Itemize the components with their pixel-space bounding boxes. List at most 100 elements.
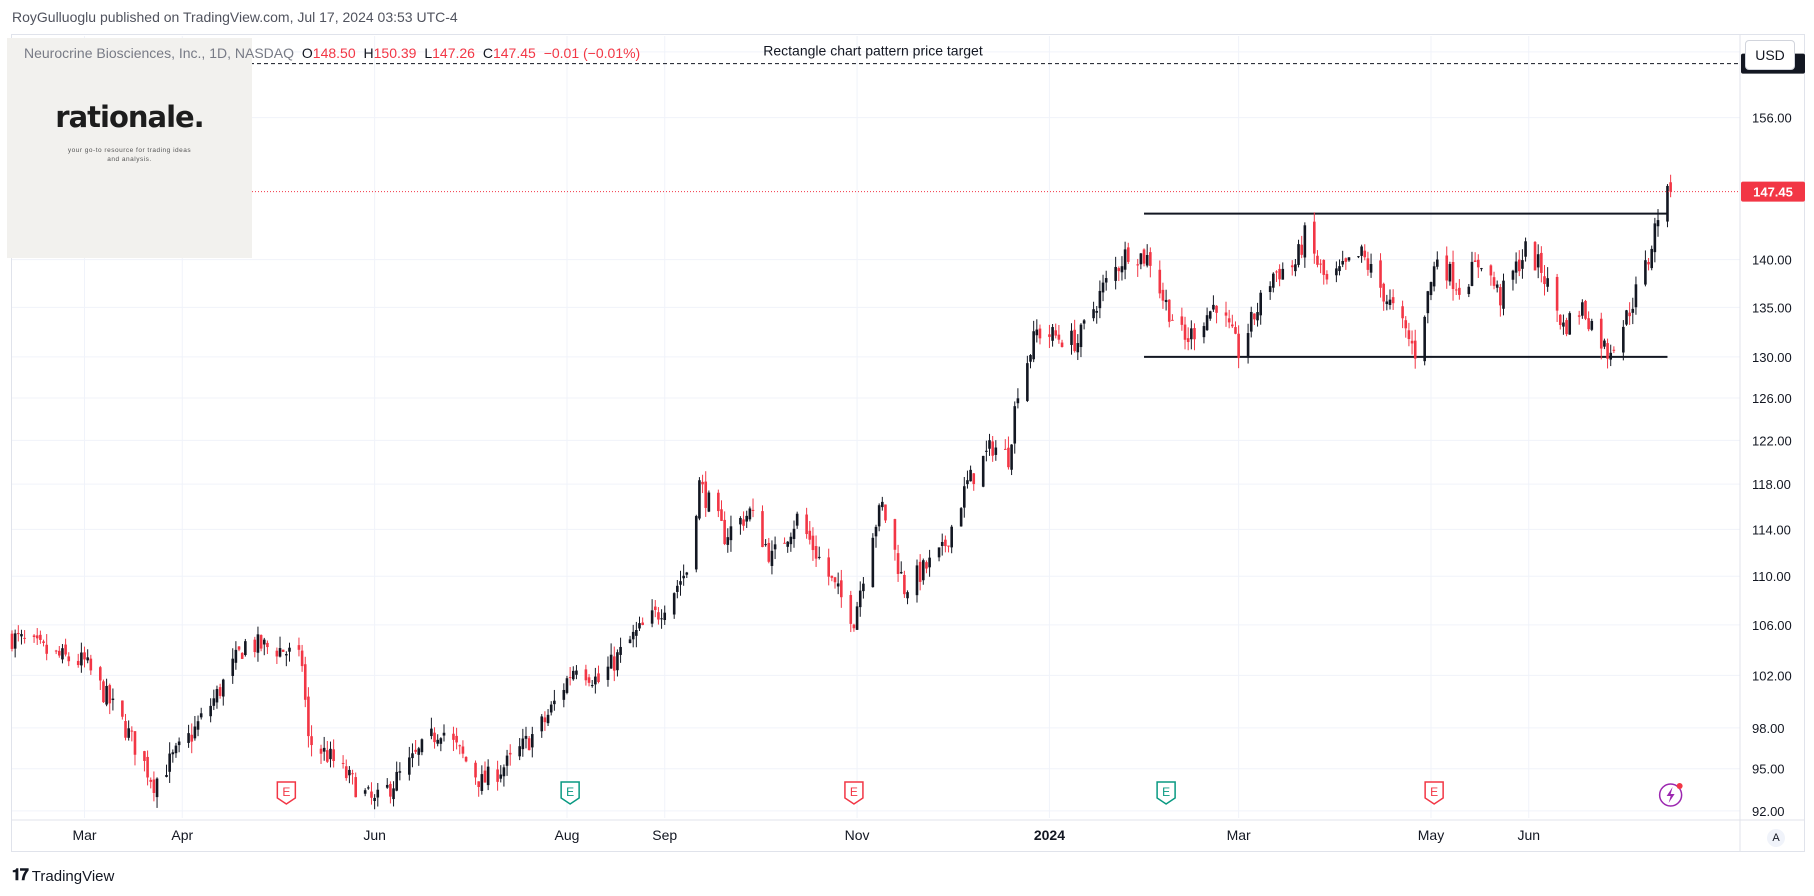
candle-body bbox=[165, 774, 168, 777]
earnings-icon[interactable]: E bbox=[560, 781, 580, 805]
candle-body bbox=[1193, 328, 1196, 340]
high-label: H bbox=[363, 45, 374, 61]
candle-body bbox=[1123, 249, 1127, 270]
candle-body bbox=[398, 771, 402, 773]
earnings-icon-shape bbox=[1424, 781, 1444, 805]
candle-body bbox=[786, 541, 790, 547]
candle-body bbox=[370, 791, 373, 798]
candle-body bbox=[348, 769, 351, 776]
candle-body bbox=[903, 574, 906, 595]
candle-body bbox=[1517, 259, 1521, 272]
candle-body bbox=[988, 440, 991, 449]
candle-body bbox=[619, 646, 622, 655]
candle-body bbox=[789, 536, 793, 545]
candle-body bbox=[389, 783, 392, 797]
candle-body bbox=[1536, 254, 1540, 268]
time-tick-label: Mar bbox=[1227, 827, 1251, 843]
candle-body bbox=[23, 637, 26, 639]
earnings-icon-glyph: E bbox=[850, 785, 858, 799]
candle-body bbox=[417, 748, 421, 755]
autoscale-button[interactable]: A bbox=[1767, 829, 1785, 847]
lightning-event-icon[interactable] bbox=[1658, 783, 1683, 807]
candle-body bbox=[1480, 268, 1483, 270]
candle-body bbox=[628, 639, 632, 644]
candle-body bbox=[13, 633, 17, 649]
candle-body bbox=[1322, 260, 1326, 275]
candle-body bbox=[915, 565, 919, 596]
candle-body bbox=[609, 654, 613, 669]
candle-body bbox=[177, 741, 181, 746]
candle-body bbox=[458, 745, 462, 747]
candle-body bbox=[773, 544, 777, 550]
candle-body bbox=[959, 508, 963, 527]
candle-body bbox=[1656, 220, 1660, 227]
candle-body bbox=[805, 514, 808, 535]
earnings-icon[interactable]: E bbox=[1156, 781, 1176, 805]
candle-body bbox=[499, 774, 503, 779]
candle-body bbox=[133, 731, 137, 755]
candle-body bbox=[682, 575, 685, 579]
candle-body bbox=[275, 650, 279, 657]
earnings-icon[interactable]: E bbox=[844, 781, 864, 805]
candle-body bbox=[1038, 328, 1042, 339]
candle-body bbox=[524, 735, 528, 739]
candle-body bbox=[1070, 330, 1073, 345]
candle-body bbox=[1625, 310, 1628, 325]
candle-body bbox=[1158, 269, 1162, 294]
candle-body bbox=[606, 666, 610, 680]
candle-body bbox=[1360, 246, 1363, 256]
price-tick-label: 130.00 bbox=[1752, 350, 1792, 365]
candle-body bbox=[130, 730, 134, 732]
candle-body bbox=[61, 648, 64, 660]
candle-body bbox=[256, 634, 260, 653]
earnings-icon[interactable]: E bbox=[1424, 781, 1444, 805]
candle-body bbox=[817, 556, 821, 558]
candle-body bbox=[1114, 266, 1117, 281]
candle-body bbox=[35, 635, 39, 639]
candle-body bbox=[121, 700, 124, 717]
change-value: −0.01 (−0.01%) bbox=[543, 45, 641, 61]
candle-body bbox=[1451, 261, 1455, 290]
candle-body bbox=[770, 550, 774, 566]
candle-body bbox=[994, 447, 998, 455]
candle-body bbox=[10, 633, 14, 649]
currency-button[interactable]: USD bbox=[1745, 40, 1795, 70]
candle-body bbox=[395, 771, 399, 791]
candle-body bbox=[1612, 349, 1616, 351]
candle-body bbox=[1278, 268, 1281, 280]
candle-body bbox=[739, 518, 742, 525]
candle-body bbox=[1268, 286, 1272, 293]
candle-body bbox=[795, 513, 799, 526]
candle-body bbox=[20, 634, 23, 637]
candle-body bbox=[1237, 333, 1240, 359]
candle-body bbox=[1215, 305, 1218, 313]
candle-body bbox=[1010, 444, 1013, 470]
earnings-icon[interactable]: E bbox=[276, 781, 297, 805]
earnings-icon-glyph: E bbox=[1430, 785, 1438, 799]
candle-body bbox=[981, 455, 985, 487]
candle-body bbox=[966, 480, 969, 485]
candle-body bbox=[439, 738, 443, 744]
candle-body bbox=[792, 528, 796, 539]
candle-body bbox=[1054, 330, 1058, 336]
candle-body bbox=[354, 777, 358, 798]
tradingview-brand-text: TradingView bbox=[31, 867, 115, 885]
candle-body bbox=[231, 658, 235, 676]
candle-body bbox=[518, 746, 521, 757]
publisher-line: RoyGulluoglu published on TradingView.co… bbox=[12, 9, 458, 25]
candle-body bbox=[1669, 182, 1672, 192]
candle-body bbox=[168, 753, 171, 772]
candle-body bbox=[105, 685, 108, 705]
candle-body bbox=[1303, 225, 1307, 258]
candle-body bbox=[1609, 352, 1613, 360]
candle-body bbox=[679, 581, 682, 585]
candle-body bbox=[972, 473, 976, 485]
candle-body bbox=[244, 641, 247, 656]
candle-body bbox=[442, 732, 446, 736]
candle-body bbox=[597, 673, 600, 683]
candle-body bbox=[1057, 334, 1061, 340]
candle-body bbox=[1208, 311, 1212, 319]
candle-body bbox=[1584, 300, 1587, 319]
candle-body bbox=[723, 519, 726, 545]
